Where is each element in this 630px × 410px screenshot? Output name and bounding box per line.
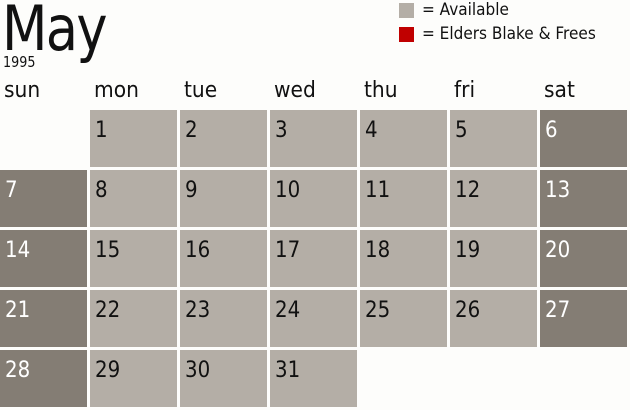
day-number: 15	[95, 238, 121, 263]
day-number: 20	[545, 238, 571, 263]
day-cell[interactable]: 6	[540, 110, 627, 167]
day-cell[interactable]: 7	[0, 170, 87, 227]
day-cell[interactable]: 4	[360, 110, 447, 167]
day-cell[interactable]: 14	[0, 230, 87, 287]
day-number: 19	[455, 238, 481, 263]
day-number: 25	[365, 298, 391, 323]
day-number: 1	[95, 118, 108, 143]
year-label: 1995	[3, 53, 36, 71]
day-cell[interactable]: 24	[270, 290, 357, 347]
day-cell[interactable]: 10	[270, 170, 357, 227]
day-cell[interactable]: 12	[450, 170, 537, 227]
weekday-header-mon: mon	[94, 78, 139, 103]
day-number: 2	[185, 118, 198, 143]
weekday-header-fri: fri	[454, 78, 476, 103]
day-number: 10	[275, 178, 301, 203]
day-number: 16	[185, 238, 211, 263]
day-number: 24	[275, 298, 301, 323]
day-number: 26	[455, 298, 481, 323]
day-number: 14	[5, 238, 31, 263]
day-number: 29	[95, 358, 121, 383]
day-cell[interactable]: 13	[540, 170, 627, 227]
day-cell[interactable]: 26	[450, 290, 537, 347]
day-number: 5	[455, 118, 468, 143]
day-cell[interactable]: 9	[180, 170, 267, 227]
day-number: 6	[545, 118, 558, 143]
day-cell[interactable]: 29	[90, 350, 177, 407]
day-number: 9	[185, 178, 198, 203]
day-number: 22	[95, 298, 121, 323]
day-cell[interactable]: 19	[450, 230, 537, 287]
day-cell[interactable]: 8	[90, 170, 177, 227]
day-number: 23	[185, 298, 211, 323]
day-number: 4	[365, 118, 378, 143]
day-number: 17	[275, 238, 301, 263]
legend-swatch-elders	[399, 26, 414, 42]
day-cell[interactable]: 11	[360, 170, 447, 227]
day-number: 31	[275, 358, 301, 383]
day-cell[interactable]: 17	[270, 230, 357, 287]
day-number: 11	[365, 178, 391, 203]
day-cell[interactable]: 21	[0, 290, 87, 347]
day-cell[interactable]: 25	[360, 290, 447, 347]
day-number: 12	[455, 178, 481, 203]
day-cell[interactable]: 28	[0, 350, 87, 407]
day-number: 13	[545, 178, 571, 203]
day-cell[interactable]: 1	[90, 110, 177, 167]
legend-elders: = Elders Blake & Frees	[399, 24, 615, 44]
day-cell[interactable]: 2	[180, 110, 267, 167]
legend-label: = Available	[422, 0, 509, 20]
day-number: 7	[5, 178, 18, 203]
day-cell[interactable]: 30	[180, 350, 267, 407]
legend-swatch-available	[399, 2, 414, 18]
legend-available: = Available	[399, 0, 519, 20]
month-title: May	[2, 0, 108, 65]
day-number: 28	[5, 358, 31, 383]
day-number: 21	[5, 298, 31, 323]
day-cell[interactable]: 18	[360, 230, 447, 287]
day-cell[interactable]: 23	[180, 290, 267, 347]
day-cell[interactable]: 31	[270, 350, 357, 407]
day-cell[interactable]: 22	[90, 290, 177, 347]
day-number: 27	[545, 298, 571, 323]
day-cell[interactable]: 15	[90, 230, 177, 287]
day-number: 3	[275, 118, 288, 143]
weekday-header-tue: tue	[184, 78, 218, 103]
day-number: 8	[95, 178, 108, 203]
weekday-header-wed: wed	[274, 78, 316, 103]
weekday-header-sun: sun	[4, 78, 41, 103]
day-number: 18	[365, 238, 391, 263]
day-cell[interactable]: 5	[450, 110, 537, 167]
legend-label: = Elders Blake & Frees	[422, 24, 596, 44]
weekday-header-sat: sat	[544, 78, 575, 103]
day-number: 30	[185, 358, 211, 383]
day-cell[interactable]: 16	[180, 230, 267, 287]
day-cell[interactable]: 3	[270, 110, 357, 167]
day-cell[interactable]: 27	[540, 290, 627, 347]
day-cell[interactable]: 20	[540, 230, 627, 287]
weekday-header-thu: thu	[364, 78, 398, 103]
